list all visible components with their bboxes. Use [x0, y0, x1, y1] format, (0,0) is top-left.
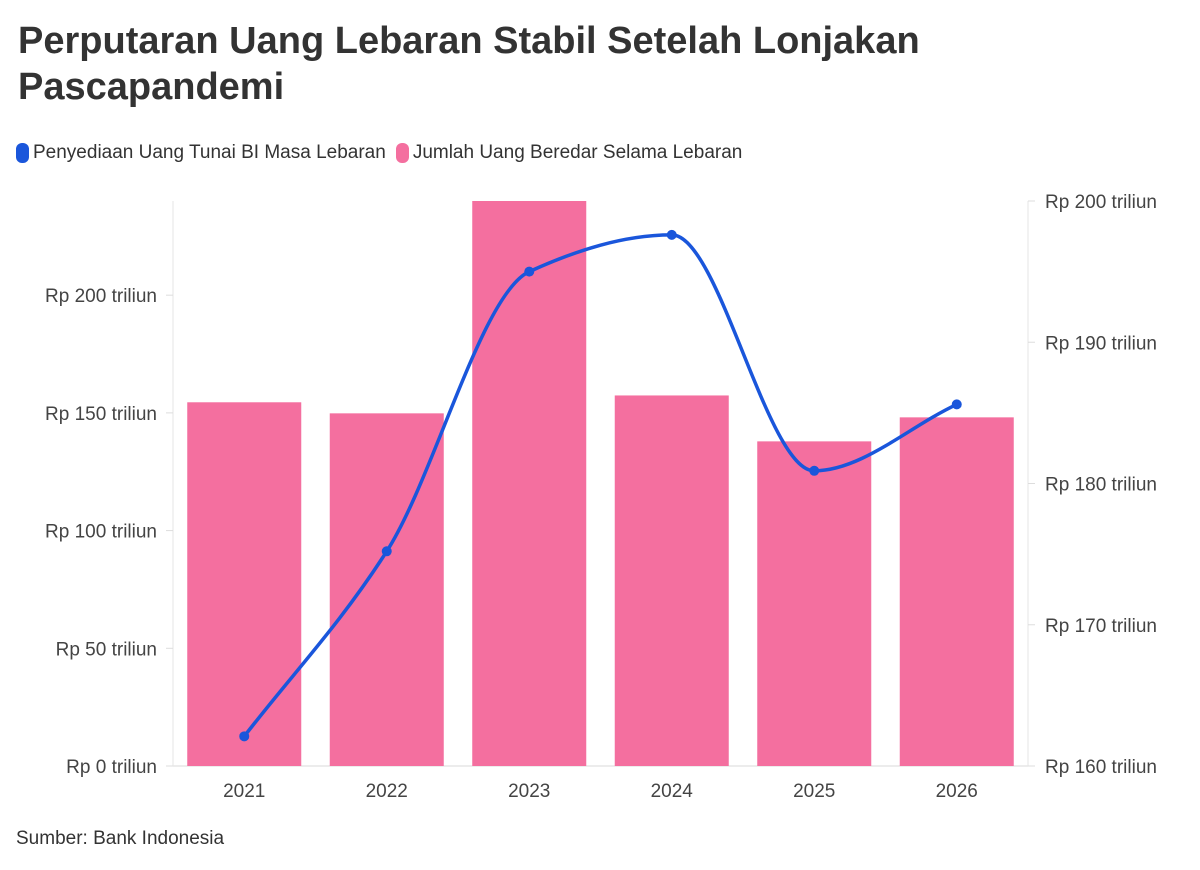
line-point-2024	[666, 229, 677, 240]
legend-label-line: Penyediaan Uang Tunai BI Masa Lebaran	[33, 142, 386, 163]
x-tick-label: 2025	[793, 781, 835, 802]
left-tick-label: Rp 50 triliun	[56, 639, 157, 660]
chart-title: Perputaran Uang Lebaran Stabil Setelah L…	[18, 20, 920, 108]
line-point-2023	[524, 266, 535, 277]
right-tick-label: Rp 200 triliun	[1045, 192, 1157, 213]
bar-2023	[472, 201, 587, 766]
line-point-2022	[381, 546, 392, 557]
line-point-2025	[809, 465, 820, 476]
line-point-2026	[951, 399, 962, 410]
x-tick-label: 2022	[366, 781, 408, 802]
right-tick-label: Rp 170 triliun	[1045, 616, 1157, 637]
line-point-2021	[239, 731, 250, 742]
right-tick-label: Rp 190 triliun	[1045, 333, 1157, 354]
source-note: Sumber: Bank Indonesia	[16, 828, 225, 849]
legend-label-bar: Jumlah Uang Beredar Selama Lebaran	[412, 142, 743, 163]
left-tick-label: Rp 100 triliun	[45, 522, 157, 543]
legend-item-line: Penyediaan Uang Tunai BI Masa Lebaran	[16, 142, 386, 164]
legend-swatch-bar	[395, 143, 409, 163]
right-tick-label: Rp 180 triliun	[1045, 475, 1157, 496]
bar-2025	[757, 441, 872, 766]
x-tick-label: 2023	[508, 781, 550, 802]
x-tick-label: 2021	[223, 781, 265, 802]
left-tick-label: Rp 150 triliun	[45, 404, 157, 425]
bar-2021	[187, 402, 302, 766]
left-tick-label: Rp 200 triliun	[45, 286, 157, 307]
left-tick-label: Rp 0 triliun	[66, 757, 157, 778]
bar-2026	[899, 417, 1014, 766]
x-tick-label: 2026	[936, 781, 978, 802]
legend-item-bar: Jumlah Uang Beredar Selama Lebaran	[395, 142, 743, 164]
legend-swatch-line	[16, 143, 29, 163]
bar-2024	[614, 395, 729, 766]
legend: Penyediaan Uang Tunai BI Masa Lebaran Ju…	[16, 142, 742, 164]
right-tick-label: Rp 160 triliun	[1045, 757, 1157, 778]
x-tick-label: 2024	[651, 781, 694, 802]
